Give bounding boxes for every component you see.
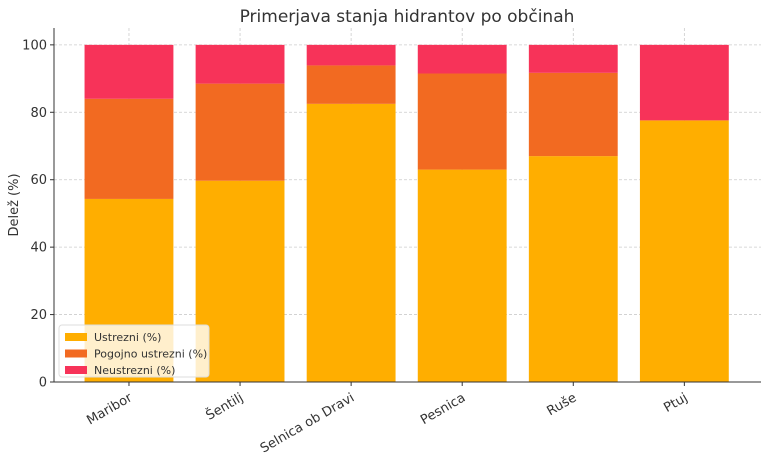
x-tick-label: Selnica ob Dravi bbox=[258, 390, 357, 456]
y-tick-label: 0 bbox=[39, 376, 47, 391]
x-tick-label: Šentilj bbox=[203, 390, 246, 424]
bar-neustrezni-0 bbox=[84, 44, 174, 99]
bar-ustrezni-2 bbox=[306, 103, 396, 382]
bar-pogojno-4 bbox=[528, 72, 618, 157]
x-tick-label: Maribor bbox=[84, 390, 135, 428]
y-tick-label: 80 bbox=[30, 106, 47, 121]
bar-ustrezni-4 bbox=[528, 156, 618, 382]
bar-pogojno-1 bbox=[195, 83, 285, 181]
bar-ustrezni-1 bbox=[195, 180, 285, 382]
y-axis-label: Delež (%) bbox=[7, 173, 22, 236]
bar-neustrezni-4 bbox=[528, 44, 618, 73]
y-tick-label: 20 bbox=[30, 308, 47, 323]
chart-title: Primerjava stanja hidrantov po občinah bbox=[240, 7, 575, 27]
bar-pogojno-3 bbox=[417, 73, 507, 170]
x-tick-label: Ptuj bbox=[661, 390, 690, 415]
legend-swatch bbox=[65, 333, 87, 341]
legend-swatch bbox=[65, 366, 87, 374]
legend-label: Pogojno ustrezni (%) bbox=[94, 348, 207, 361]
bar-pogojno-2 bbox=[306, 65, 396, 104]
x-tick-label: Ruše bbox=[545, 390, 580, 419]
legend-label: Ustrezni (%) bbox=[94, 331, 161, 344]
legend-label: Neustrezni (%) bbox=[94, 364, 175, 377]
bars bbox=[84, 44, 729, 383]
y-tick-label: 100 bbox=[22, 38, 47, 53]
legend: Ustrezni (%) Pogojno ustrezni (%) Neustrez… bbox=[58, 324, 210, 378]
bar-neustrezni-5 bbox=[639, 44, 729, 121]
bar-neustrezni-3 bbox=[417, 44, 507, 74]
legend-swatch bbox=[65, 349, 87, 358]
bar-neustrezni-1 bbox=[195, 44, 285, 84]
y-tick-label: 60 bbox=[30, 173, 47, 188]
y-tick-label: 40 bbox=[30, 241, 47, 256]
bar-pogojno-0 bbox=[84, 98, 174, 199]
x-tick-label: Pesnica bbox=[418, 390, 468, 428]
bar-neustrezni-2 bbox=[306, 44, 396, 66]
bar-ustrezni-3 bbox=[417, 169, 507, 382]
legend-box bbox=[58, 324, 210, 378]
bar-ustrezni-5 bbox=[639, 120, 729, 383]
